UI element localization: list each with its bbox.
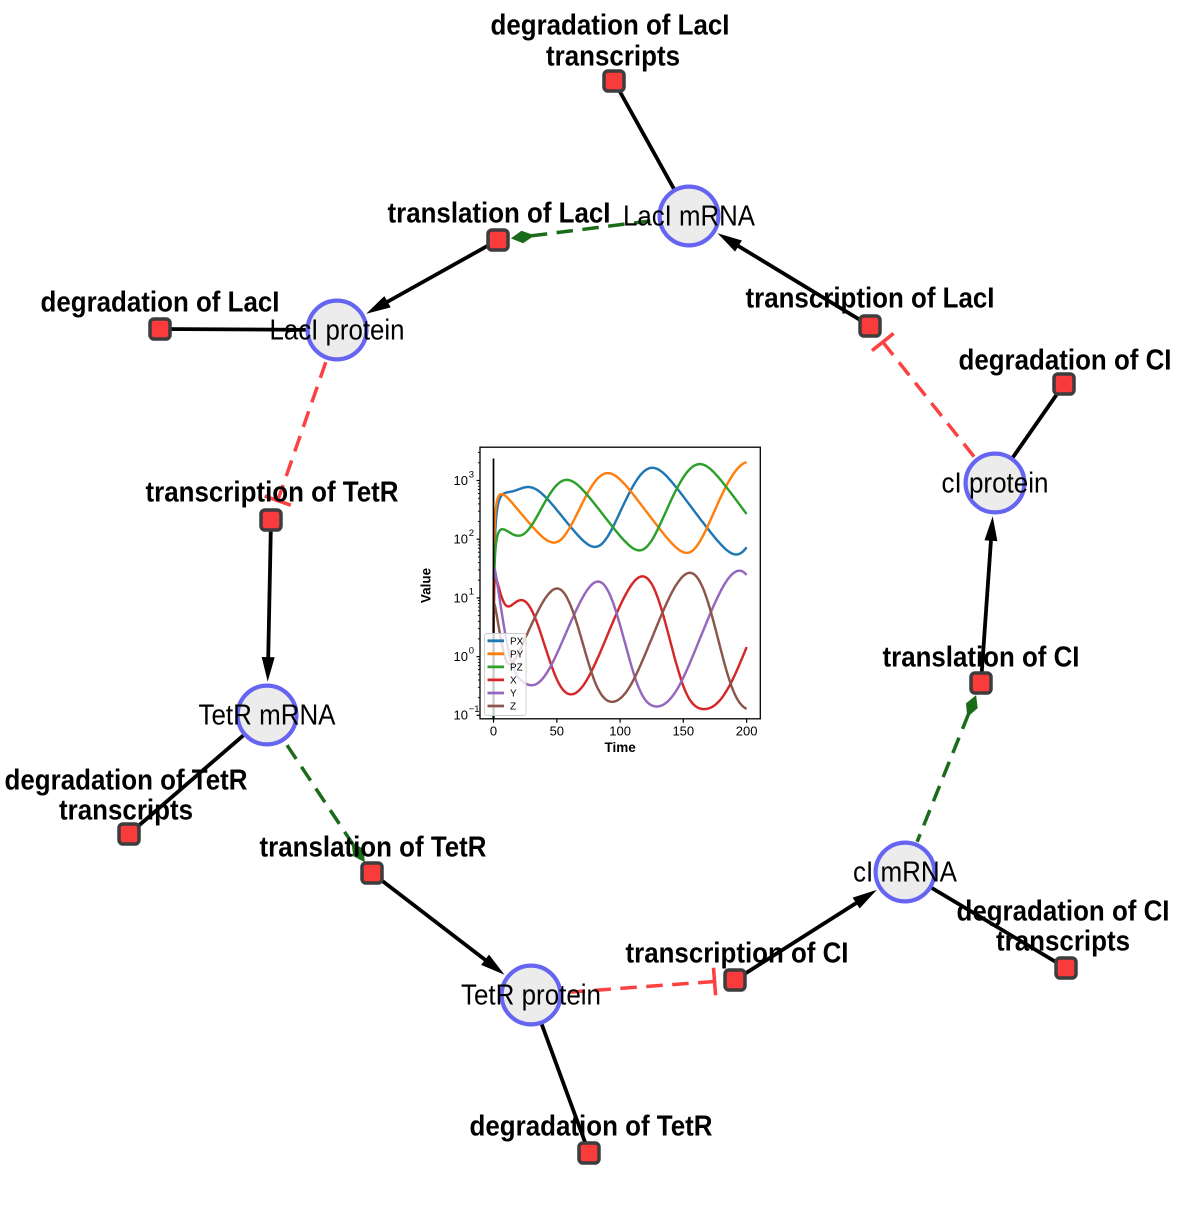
- svg-text:1: 1: [469, 587, 474, 598]
- svg-text:translation of LacI: translation of LacI: [388, 198, 611, 230]
- svg-text:0: 0: [469, 645, 474, 656]
- svg-text:TetR protein: TetR protein: [461, 980, 601, 1012]
- svg-text:Time: Time: [604, 740, 636, 755]
- svg-text:transcription of LacI: transcription of LacI: [746, 283, 995, 315]
- svg-text:LacI protein: LacI protein: [270, 315, 405, 347]
- svg-text:100: 100: [609, 723, 631, 738]
- svg-text:TetR mRNA: TetR mRNA: [199, 700, 337, 732]
- svg-text:−1: −1: [469, 704, 480, 715]
- svg-text:0: 0: [490, 723, 497, 738]
- svg-text:translation of CI: translation of CI: [883, 642, 1080, 674]
- svg-text:150: 150: [672, 723, 694, 738]
- svg-text:translation of TetR: translation of TetR: [260, 832, 487, 864]
- svg-text:Value: Value: [419, 567, 434, 603]
- svg-text:Y: Y: [510, 689, 517, 700]
- svg-text:transcription of CI: transcription of CI: [626, 938, 849, 970]
- svg-text:degradation of TetR: degradation of TetR: [470, 1111, 713, 1143]
- svg-text:cI mRNA: cI mRNA: [853, 857, 958, 889]
- svg-text:degradation of CI: degradation of CI: [957, 896, 1170, 928]
- svg-text:10: 10: [454, 590, 468, 605]
- svg-text:2: 2: [469, 528, 474, 539]
- svg-text:10: 10: [454, 649, 468, 664]
- svg-text:3: 3: [469, 469, 474, 480]
- svg-text:PZ: PZ: [510, 663, 523, 674]
- svg-text:10: 10: [454, 532, 468, 547]
- svg-text:degradation of LacI: degradation of LacI: [491, 10, 730, 42]
- svg-text:PX: PX: [510, 636, 524, 647]
- svg-text:50: 50: [550, 723, 564, 738]
- svg-text:degradation of CI: degradation of CI: [959, 345, 1172, 377]
- svg-text:transcripts: transcripts: [546, 41, 680, 73]
- svg-text:degradation of TetR: degradation of TetR: [5, 765, 248, 797]
- svg-text:degradation of LacI: degradation of LacI: [41, 287, 280, 319]
- svg-text:200: 200: [736, 723, 758, 738]
- svg-text:X: X: [510, 676, 517, 687]
- svg-text:transcripts: transcripts: [59, 795, 193, 827]
- svg-text:10: 10: [454, 473, 468, 488]
- svg-text:PY: PY: [510, 649, 524, 660]
- svg-text:LacI mRNA: LacI mRNA: [623, 201, 756, 233]
- svg-text:Z: Z: [510, 702, 516, 713]
- svg-text:transcription of TetR: transcription of TetR: [146, 477, 399, 509]
- svg-text:10: 10: [454, 708, 468, 723]
- svg-text:transcripts: transcripts: [996, 926, 1130, 958]
- svg-text:cI protein: cI protein: [942, 468, 1049, 500]
